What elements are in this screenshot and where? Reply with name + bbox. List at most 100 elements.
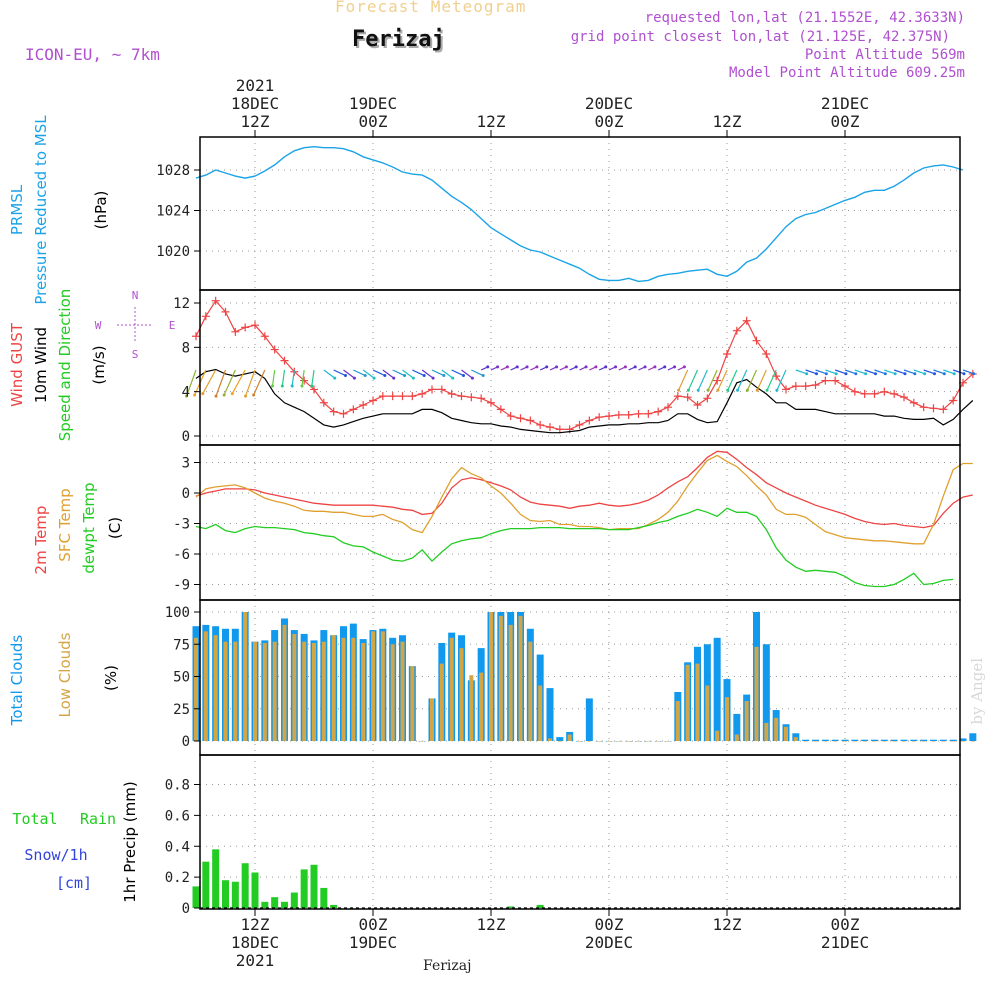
- low-cloud-bar: [941, 741, 946, 742]
- gust-point: [949, 396, 958, 405]
- low-cloud-bar: [430, 698, 434, 741]
- low-cloud-bar: [823, 741, 828, 742]
- rain-bar: [251, 872, 259, 908]
- low-cloud-bar: [666, 741, 670, 742]
- total-cloud-bar: [930, 739, 937, 741]
- y-tick-label: 0.4: [165, 839, 190, 855]
- top-time-label: 00Z: [359, 112, 388, 131]
- total-cloud-bar: [831, 739, 839, 741]
- gust-point: [359, 400, 368, 409]
- wind-arrow-head: [564, 365, 568, 369]
- gust-point: [457, 392, 466, 401]
- label-snow-unit: [cm]: [56, 874, 92, 892]
- wind-arrow-head: [893, 372, 897, 376]
- total-cloud-bar: [812, 739, 819, 741]
- gust-point: [634, 409, 643, 418]
- low-cloud-bar: [843, 741, 847, 742]
- low-cloud-bar: [833, 741, 838, 742]
- wind-arrow: [923, 369, 935, 375]
- gust-point: [939, 405, 948, 414]
- gust-point: [723, 349, 731, 358]
- wind-arrow: [766, 369, 777, 391]
- low-cloud-bar: [272, 641, 277, 741]
- wind-arrow: [441, 369, 454, 379]
- point-altitude: Point Altitude 569m: [804, 47, 965, 63]
- gust-point: [536, 420, 545, 429]
- gust-point: [339, 409, 348, 418]
- wind-arrow: [343, 369, 355, 379]
- wind-arrow: [844, 369, 857, 375]
- footer-location: Ferizaj: [423, 958, 472, 974]
- total-cloud-bar: [762, 644, 770, 741]
- wind-arrow-head: [470, 376, 474, 380]
- label-pressure-msl: Pressure Reduced to MSL: [32, 115, 50, 305]
- panel-frame-precip: [199, 754, 961, 910]
- low-cloud-bar: [253, 641, 257, 741]
- gust-line: [195, 299, 974, 430]
- model-point-altitude: Model Point Altitude 609.25m: [728, 65, 965, 81]
- wind-arrow-head: [505, 365, 509, 369]
- low-cloud-bar: [852, 741, 857, 742]
- top-time-label: 00Z: [831, 112, 860, 131]
- wind-arrow-head: [923, 372, 927, 376]
- low-cloud-bar: [203, 631, 208, 741]
- rain-bar: [507, 906, 515, 908]
- wind-arrow: [707, 369, 718, 391]
- wind-arrow-head: [535, 365, 539, 369]
- gust-point: [575, 420, 584, 429]
- y-tick-label: -3: [173, 517, 190, 533]
- y-tick-label: 0: [182, 486, 190, 502]
- low-cloud-bar: [715, 730, 720, 741]
- wind-arrow-head: [515, 365, 519, 369]
- top-time-label: 00Z: [595, 112, 624, 131]
- low-cloud-bar: [439, 663, 444, 741]
- wind-arrow-head: [214, 394, 218, 398]
- wind-arrow: [451, 369, 464, 377]
- low-cloud-bar: [892, 741, 897, 742]
- gust-point: [654, 407, 663, 416]
- gust-point: [418, 389, 427, 398]
- low-cloud-bar: [518, 615, 523, 741]
- wind-arrow-head: [682, 365, 686, 369]
- wind-arrow: [717, 369, 728, 391]
- low-cloud-bar: [970, 741, 975, 742]
- wind-arrow: [231, 369, 246, 394]
- rain-bar: [231, 881, 239, 908]
- y-tick-label: -9: [173, 578, 190, 594]
- top-time-label: 2021: [236, 76, 275, 95]
- wind-arrow: [952, 369, 965, 375]
- wind-arrow: [253, 369, 266, 396]
- wind-arrow-head: [185, 394, 189, 398]
- total-cloud-bar: [851, 739, 859, 741]
- y-tick-label: 3: [182, 456, 190, 472]
- low-cloud-bar: [390, 644, 395, 741]
- watermark: by Angel: [968, 658, 986, 725]
- y-tick-label: 50: [173, 670, 190, 686]
- gust-point: [211, 296, 220, 305]
- wind-arrow-head: [300, 384, 304, 388]
- gust-point: [251, 321, 259, 330]
- wind-arrow: [402, 369, 414, 379]
- gust-point: [595, 413, 604, 422]
- pressure-line: [195, 145, 964, 283]
- rain-bar: [320, 887, 328, 908]
- wind-arrow-head: [280, 384, 284, 388]
- gust-point: [624, 410, 633, 419]
- wind-arrow-head: [962, 372, 966, 376]
- low-cloud-bar: [361, 642, 366, 741]
- wind-arrow-head: [873, 372, 877, 376]
- low-cloud-bar: [675, 701, 680, 741]
- gust-point: [329, 407, 338, 416]
- label-wind-unit: (m/s): [90, 345, 108, 384]
- wind-arrow-head: [775, 388, 779, 392]
- wind-arrow-head: [222, 393, 226, 397]
- total-cloud-bar: [585, 698, 593, 741]
- wind-arrow: [353, 369, 366, 377]
- frame-layer: [117, 130, 961, 916]
- wind-arrow: [271, 369, 276, 387]
- rain-bar: [222, 880, 229, 908]
- gust-point: [673, 392, 682, 401]
- low-cloud-bar: [223, 641, 228, 741]
- wind-arrow-head: [310, 384, 314, 388]
- wind-arrow-head: [623, 365, 627, 369]
